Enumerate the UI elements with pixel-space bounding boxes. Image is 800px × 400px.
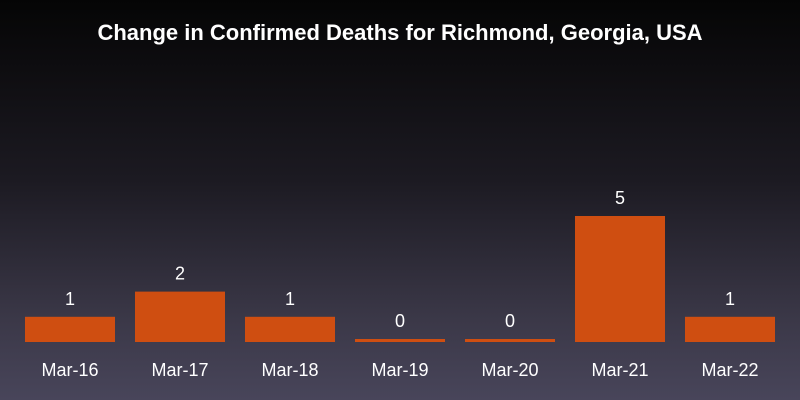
data-label-mar-20: 0 [505,311,515,331]
x-tick-label-mar-22: Mar-22 [701,360,758,380]
bar-mar-19 [355,339,445,342]
x-tick-label-mar-17: Mar-17 [151,360,208,380]
bar-mar-18 [245,316,335,342]
data-label-mar-18: 1 [285,289,295,309]
bar-mar-21 [575,216,665,342]
x-tick-label-mar-16: Mar-16 [41,360,98,380]
x-tick-label-mar-19: Mar-19 [371,360,428,380]
data-label-mar-22: 1 [725,289,735,309]
chart-title: Change in Confirmed Deaths for Richmond,… [97,20,703,45]
bar-mar-20 [465,339,555,342]
data-label-mar-21: 5 [615,188,625,208]
x-tick-label-mar-21: Mar-21 [591,360,648,380]
x-tick-label-mar-18: Mar-18 [261,360,318,380]
data-label-mar-17: 2 [175,264,185,284]
data-label-mar-19: 0 [395,311,405,331]
bar-mar-17 [135,291,225,342]
bar-mar-16 [25,316,115,342]
bar-mar-22 [685,316,775,342]
data-label-mar-16: 1 [65,289,75,309]
x-tick-label-mar-20: Mar-20 [481,360,538,380]
